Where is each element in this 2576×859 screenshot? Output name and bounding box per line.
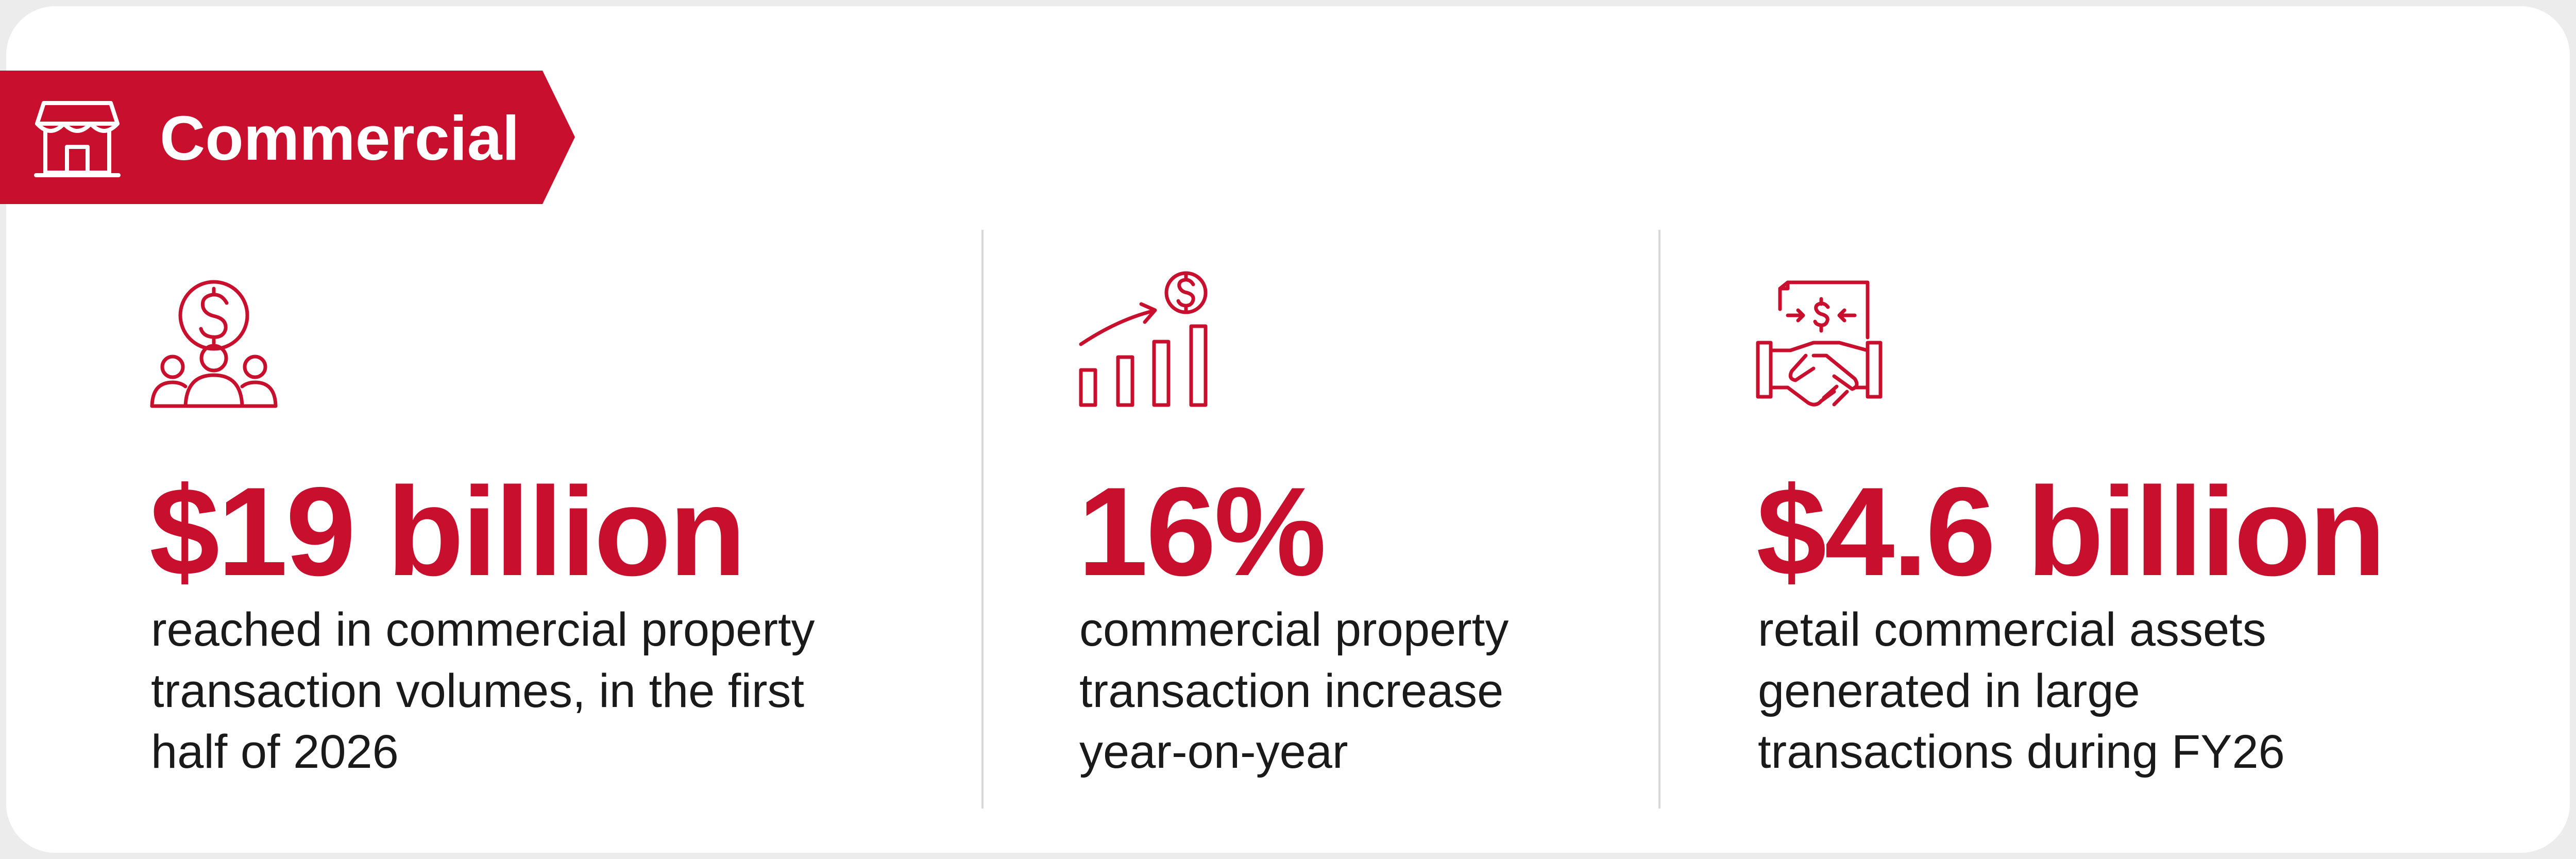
stat-description: transaction volumes, in the first xyxy=(151,665,804,717)
stat-description: commercial property xyxy=(1079,603,1509,656)
stat-description: half of 2026 xyxy=(151,726,399,778)
investors-icon xyxy=(150,280,278,408)
banner xyxy=(0,71,575,204)
store-icon xyxy=(34,101,121,177)
stat-description: transaction increase xyxy=(1079,665,1503,717)
banner-label: Commercial xyxy=(160,103,519,173)
stat-value: $19 billion xyxy=(149,461,744,602)
deal-icon xyxy=(1756,280,1883,407)
stat-description: reached in commercial property xyxy=(151,603,815,656)
stat-description: generated in large xyxy=(1758,665,2140,717)
stat-value: $4.6 billion xyxy=(1756,461,2384,602)
card-background xyxy=(6,6,2570,853)
stat-description: transactions during FY26 xyxy=(1758,726,2285,778)
stat-description: year-on-year xyxy=(1079,726,1348,778)
growth-icon xyxy=(1079,271,1208,407)
stat-description: retail commercial assets xyxy=(1758,603,2266,656)
stat-value: 16% xyxy=(1078,461,1324,602)
